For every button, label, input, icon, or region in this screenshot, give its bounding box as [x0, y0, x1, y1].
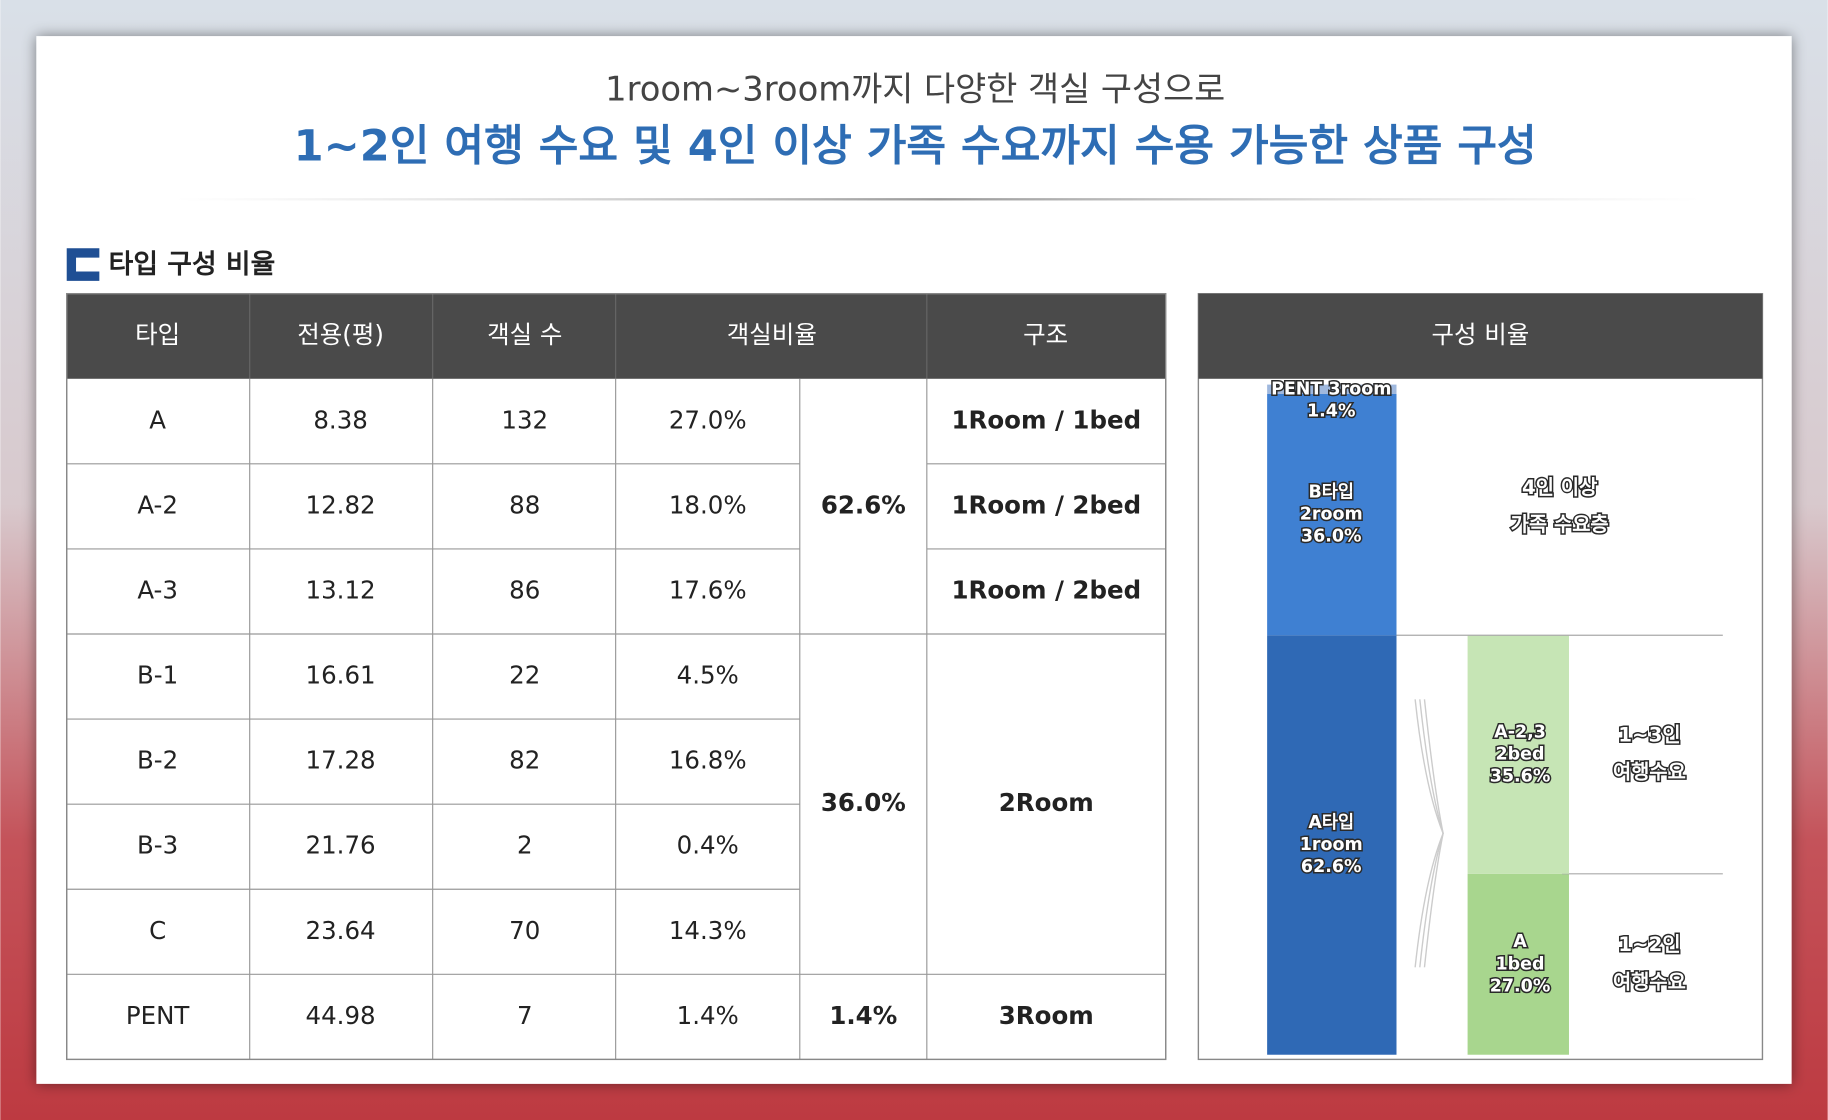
table-cell: 70	[509, 916, 540, 945]
separator	[175, 198, 1702, 201]
detail-segment	[1467, 635, 1569, 874]
table-cell: 82	[509, 746, 540, 775]
header-cell: 객실 수	[487, 320, 562, 349]
table-cell: 2	[517, 831, 533, 860]
structure-cell: 2Room	[999, 788, 1094, 817]
group-ratio: 62.6%	[821, 490, 906, 519]
bar-label: 2bed	[1496, 745, 1545, 765]
bar-label: 1room	[1300, 835, 1363, 855]
table-cell: 7	[517, 1001, 533, 1030]
demand-note: 1~3인	[1618, 723, 1680, 746]
stack-segment	[1267, 635, 1397, 1055]
bar-value-label: 1.4%	[1307, 401, 1355, 421]
table-cell: B-3	[137, 831, 178, 860]
group-ratio: 1.4%	[829, 1001, 897, 1030]
demand-note: 여행수요	[1613, 761, 1686, 784]
table-cell: A-3	[137, 575, 178, 604]
bar-label: 2room	[1300, 505, 1363, 525]
bar-label: 1bed	[1496, 954, 1545, 974]
bar-label: A	[1513, 932, 1527, 952]
bar-label: A-2,3	[1494, 722, 1546, 742]
table-cell: 13.12	[306, 575, 376, 604]
table-cell: 22	[509, 661, 540, 690]
table-cell: 44.98	[306, 1001, 376, 1030]
table-cell: 17.6%	[669, 575, 747, 604]
table-cell: 27.0%	[669, 405, 747, 434]
bar-label: A타입	[1308, 812, 1354, 833]
section-icon	[66, 248, 100, 281]
table-cell: 23.64	[306, 916, 376, 945]
table-cell: 16.8%	[669, 746, 747, 775]
header-cell: 구조	[1023, 320, 1068, 349]
table-cell: 132	[501, 405, 548, 434]
table-border	[66, 292, 1167, 1061]
bar-label: PENT 3room	[1271, 379, 1391, 399]
stack-segment	[1267, 393, 1397, 636]
table-cell: 88	[509, 490, 540, 519]
brace	[1423, 699, 1444, 968]
panel-header-bg	[1198, 293, 1763, 379]
structure-cell: 3Room	[999, 1001, 1094, 1030]
title: 1~2인 여행 수요 및 4인 이상 가족 수요까지 수용 가능한 상품 구성	[294, 122, 1537, 172]
subtitle: 1room~3room까지 다양한 객실 구성으로	[605, 69, 1225, 108]
table-cell: 12.82	[306, 490, 376, 519]
demand-note: 가족 수요층	[1511, 513, 1609, 536]
table-cell: 17.28	[306, 746, 376, 775]
bar-value-label: 35.6%	[1490, 767, 1551, 787]
table-cell: A-2	[137, 490, 178, 519]
header-cell: 전용(평)	[297, 320, 384, 349]
table-cell: B-1	[137, 661, 178, 690]
structure-cell: 1Room / 1bed	[951, 405, 1141, 434]
structure-cell: 1Room / 2bed	[951, 490, 1141, 519]
bar-value-label: 62.6%	[1301, 857, 1362, 877]
table-cell: 21.76	[306, 831, 376, 860]
table-cell: 4.5%	[677, 661, 739, 690]
section-title: 타입 구성 비율	[109, 249, 276, 280]
stack-segment	[1267, 384, 1397, 394]
table-cell: 16.61	[306, 661, 376, 690]
table-cell: B-2	[137, 746, 178, 775]
header-cell: 타입	[135, 320, 180, 349]
table-cell: C	[149, 916, 166, 945]
bar-value-label: 27.0%	[1490, 976, 1551, 996]
table-cell: 8.38	[313, 405, 367, 434]
demand-note: 여행수요	[1613, 970, 1686, 993]
table: 타입 전용(평) 객실 수 객실비율 구조 A 8.38 132 27.0% A-2 12.82 88…	[66, 292, 1167, 1061]
structure-cell: 1Room / 2bed	[951, 575, 1141, 604]
table-cell: 86	[509, 575, 540, 604]
table-cell: PENT	[126, 1001, 191, 1030]
table-cell: 0.4%	[677, 831, 739, 860]
header-cell: 객실비율	[727, 320, 817, 349]
demand-note: 1~2인	[1618, 933, 1680, 956]
bar-label: B타입	[1308, 481, 1353, 502]
panel-title: 구성 비율	[1431, 320, 1529, 349]
table-cell: 14.3%	[669, 916, 747, 945]
group-ratio: 36.0%	[821, 788, 906, 817]
demand-note: 4인 이상	[1522, 476, 1597, 499]
table-cell: A	[149, 405, 166, 434]
detail-segment	[1467, 873, 1569, 1055]
table-cell: 1.4%	[677, 1001, 739, 1030]
table-cell: 18.0%	[669, 490, 747, 519]
bar-value-label: 36.0%	[1301, 527, 1362, 547]
